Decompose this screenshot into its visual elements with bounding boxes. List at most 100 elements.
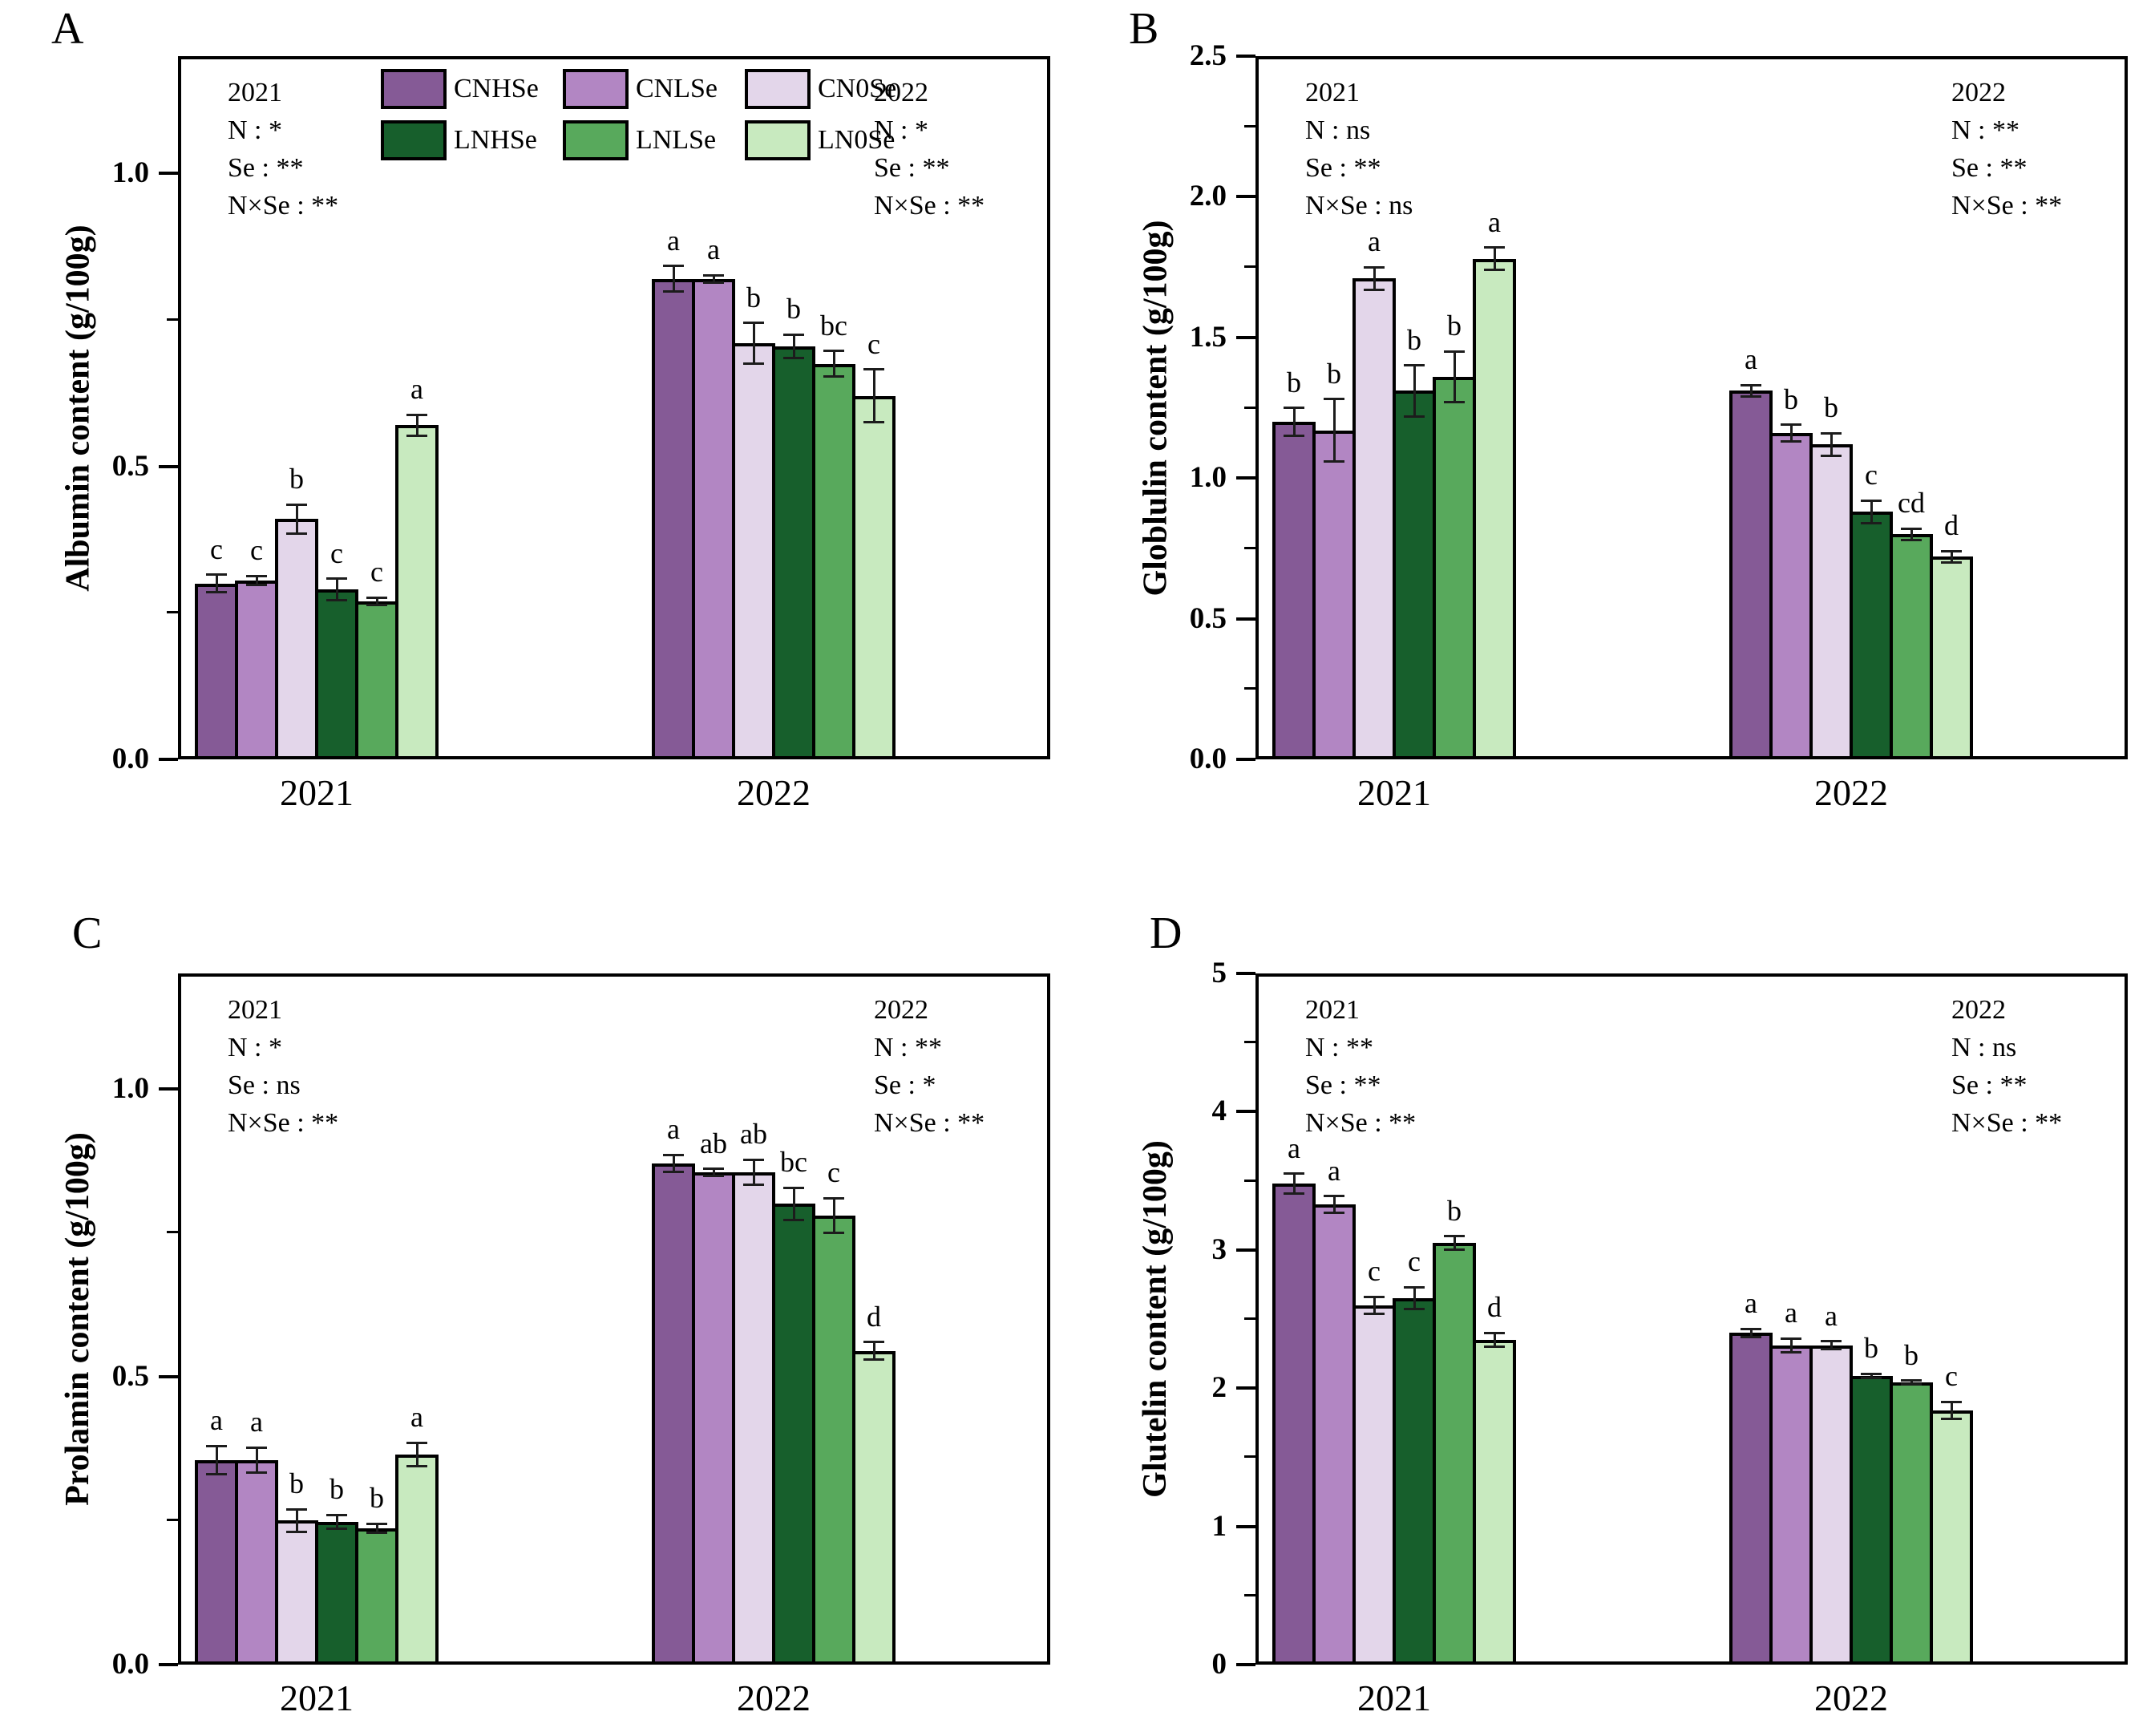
legend-swatch-CNHSe <box>381 69 447 109</box>
error-bar-cap-top <box>206 1444 227 1447</box>
error-bar-cap-bottom <box>703 1174 724 1177</box>
y-tick-label: 1.5 <box>1189 320 1227 354</box>
error-bar-cap-top <box>326 1513 347 1516</box>
sig-letter: c <box>330 536 343 569</box>
stats-block-2022-line-1: Se : * <box>874 1070 936 1100</box>
bar-LNHSe-2021 <box>1393 390 1436 759</box>
stats-block-2021: 2021 N : * Se : ns N×Se : ** <box>228 991 338 1142</box>
stats-block-2022: 2022 N : ** Se : * N×Se : ** <box>874 991 985 1142</box>
sig-letter: a <box>1745 1287 1757 1320</box>
sig-letter: a <box>1288 1131 1300 1164</box>
error-bar-cap-bottom <box>1781 1350 1801 1354</box>
error-bar-cap-top <box>1324 1195 1344 1198</box>
stats-block-2021-line-2: N×Se : ns <box>1305 191 1413 221</box>
error-bar-cap-bottom <box>1404 415 1425 418</box>
error-bar-cap-bottom <box>326 598 347 601</box>
bar-CN0Se-2021 <box>1352 1305 1396 1665</box>
error-bar-line <box>1910 1380 1913 1385</box>
bar-LNLSe-2021 <box>1433 376 1476 759</box>
stats-block-2021: 2021 N : ns Se : ** N×Se : ns <box>1305 74 1413 225</box>
error-bar-cap-top <box>326 577 347 581</box>
x-group-label-2021: 2021 <box>1357 1677 1431 1718</box>
bar-CNLSe-2021 <box>1312 1204 1356 1665</box>
bar-LN0Se-2022 <box>1930 1410 1973 1665</box>
sig-letter: a <box>210 1404 223 1437</box>
sig-letter: bc <box>780 1146 807 1179</box>
error-bar-cap-top <box>366 596 387 599</box>
x-group-label-2021: 2021 <box>1357 772 1431 813</box>
bar-CNLSe-2022 <box>1769 433 1813 759</box>
y-tick <box>159 758 178 761</box>
y-tick-label: 0.0 <box>1189 743 1227 775</box>
y-tick <box>1236 1524 1255 1528</box>
error-bar-cap-bottom <box>1364 1312 1385 1315</box>
bar-CN0Se-2021 <box>275 1520 318 1665</box>
error-bar-cap-bottom <box>663 1171 684 1174</box>
y-minor-tick <box>1244 1041 1255 1044</box>
error-bar-cap-bottom <box>1741 395 1761 398</box>
error-bar-cap-top <box>703 1167 724 1170</box>
sig-letter: a <box>1745 343 1757 376</box>
bar-CNHSe-2021 <box>1272 422 1316 759</box>
error-bar-cap-bottom <box>1484 269 1505 272</box>
error-bar-cap-top <box>783 1186 804 1189</box>
y-tick-label: 4 <box>1211 1095 1227 1128</box>
error-bar-cap-bottom <box>246 1471 267 1475</box>
panel-B: B Globlulin content (g/100g) 0.0 0.5 1.0 1.5 2… <box>1078 0 2155 868</box>
sig-letter: c <box>1945 1360 1958 1393</box>
sig-letter: b <box>370 1482 384 1514</box>
y-minor-tick <box>1244 406 1255 409</box>
bar-LN0Se-2021 <box>395 425 439 759</box>
sig-letter: b <box>1784 382 1798 415</box>
error-bar-cap-top <box>1941 549 1962 552</box>
error-bar-cap-top <box>783 333 804 336</box>
stats-block-2022-line-0: N : * <box>874 115 928 145</box>
error-bar-cap-top <box>823 1196 844 1200</box>
error-bar-cap-bottom <box>206 1473 227 1476</box>
y-tick-label: 2.0 <box>1189 180 1227 213</box>
stats-block-2022-line-1: Se : ** <box>1951 153 2028 183</box>
bar-LNLSe-2022 <box>812 363 855 759</box>
sig-letter: a <box>1825 1299 1838 1332</box>
y-tick <box>1236 758 1255 761</box>
error-bar-cap-top <box>1444 1235 1465 1238</box>
error-bar-line <box>712 1168 715 1176</box>
bar-CNHSe-2021 <box>195 1459 238 1665</box>
stats-block-2022-title: 2022 <box>874 78 928 107</box>
bar-CN0Se-2022 <box>732 1171 775 1665</box>
y-tick <box>1236 55 1255 58</box>
panel-letter-B: B <box>1129 4 1159 54</box>
y-tick <box>159 1374 178 1378</box>
error-bar-line <box>1830 433 1833 456</box>
y-minor-tick <box>1244 265 1255 269</box>
panel-letter-A: A <box>51 4 84 54</box>
error-bar-cap-bottom <box>366 603 387 606</box>
stats-block-2022-line-0: N : ** <box>1951 115 2020 145</box>
error-bar-cap-bottom <box>1364 288 1385 291</box>
error-bar-line <box>832 1198 835 1233</box>
panel-C: C Prolamin content (g/100g) 0.0 0.5 1.0 2021 N… <box>0 868 1078 1736</box>
legend-label-CNLSe: CNLSe <box>636 74 718 103</box>
sig-letter: b <box>746 281 761 314</box>
error-bar-line <box>872 369 875 423</box>
plot-area <box>1255 973 2128 1665</box>
y-tick <box>159 464 178 468</box>
error-bar-line <box>255 1447 258 1473</box>
bar-LNHSe-2022 <box>772 346 815 759</box>
error-bar-cap-top <box>1364 265 1385 269</box>
error-bar-line <box>712 275 715 283</box>
y-tick-label: 0 <box>1211 1648 1227 1681</box>
sig-letter: a <box>250 1406 263 1439</box>
y-tick <box>1236 1248 1255 1252</box>
sig-letter: ab <box>740 1118 767 1151</box>
sig-letter: cd <box>1898 487 1925 520</box>
legend-label-LNHSe: LNHSe <box>454 125 537 155</box>
y-tick-label: 0.5 <box>111 449 149 483</box>
stats-block-2022-line-2: N×Se : ** <box>1951 1108 2063 1138</box>
error-bar-cap-bottom <box>1444 1248 1465 1252</box>
y-tick <box>1236 972 1255 975</box>
error-bar-line <box>792 1188 795 1220</box>
error-bar-line <box>1332 399 1336 462</box>
sig-letter: c <box>250 534 263 567</box>
legend-row-0: CNHSe CNLSe CN0Se <box>381 69 927 109</box>
